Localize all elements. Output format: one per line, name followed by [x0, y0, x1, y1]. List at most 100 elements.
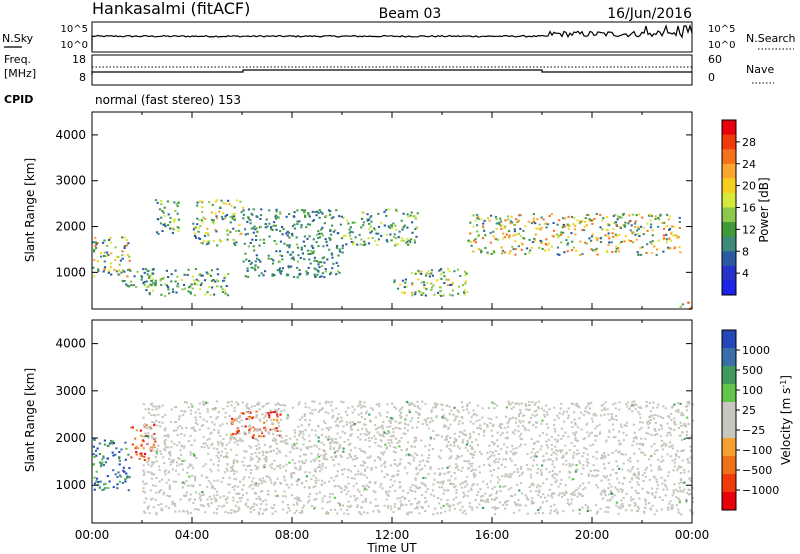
heatmap-cell: [599, 226, 602, 229]
heatmap-cell: [394, 420, 397, 423]
heatmap-cell: [466, 441, 469, 444]
heatmap-cell: [427, 457, 430, 460]
heatmap-cell: [517, 425, 520, 428]
heatmap-cell: [574, 233, 577, 236]
heatmap-cell: [230, 436, 233, 439]
heatmap-cell: [398, 445, 401, 448]
heatmap-cell: [148, 293, 151, 296]
heatmap-cell: [551, 460, 554, 463]
heatmap-cell: [523, 414, 526, 417]
heatmap-cell: [368, 481, 371, 484]
heatmap-cell: [417, 290, 420, 292]
heatmap-cell: [301, 511, 304, 514]
heatmap-cell: [168, 292, 171, 295]
heatmap-cell: [418, 464, 421, 467]
heatmap-cell: [404, 432, 407, 435]
heatmap-cell: [171, 500, 174, 503]
heatmap-cell: [487, 458, 490, 461]
heatmap-cell: [444, 510, 447, 513]
heatmap-cell: [167, 276, 170, 278]
heatmap-cell: [430, 286, 434, 289]
heatmap-cell: [341, 504, 344, 507]
heatmap-cell: [314, 275, 317, 278]
heatmap-cell: [389, 233, 392, 236]
heatmap-cell: [616, 488, 619, 491]
heatmap-cell: [570, 464, 573, 467]
heatmap-cell: [442, 417, 445, 420]
heatmap-cell: [295, 243, 299, 246]
heatmap-cell: [300, 226, 303, 229]
heatmap-cell: [227, 229, 230, 232]
heatmap-cell: [118, 459, 121, 462]
heatmap-cell: [203, 279, 207, 282]
heatmap-cell: [204, 442, 207, 445]
heatmap-cell: [193, 283, 196, 285]
heatmap-cell: [304, 402, 307, 405]
heatmap-cell: [431, 489, 435, 492]
heatmap-cell: [118, 263, 121, 266]
heatmap-cell: [514, 240, 517, 243]
heatmap-cell: [640, 443, 643, 446]
heatmap-cell: [152, 449, 155, 452]
heatmap-cell: [482, 226, 485, 229]
heatmap-cell: [310, 478, 313, 481]
heatmap-cell: [101, 461, 104, 464]
heatmap-cell: [327, 435, 331, 438]
heatmap-cell: [320, 467, 323, 470]
heatmap-cell: [517, 430, 520, 433]
heatmap-cell: [254, 269, 257, 272]
heatmap-cell: [526, 453, 529, 455]
heatmap-cell: [616, 477, 619, 480]
colorbar-swatch: [722, 251, 736, 267]
heatmap-cell: [669, 239, 672, 242]
heatmap-cell: [503, 443, 506, 446]
heatmap-cell: [208, 495, 211, 498]
heatmap-cell: [420, 281, 423, 284]
heatmap-cell: [581, 253, 584, 256]
heatmap-cell: [486, 498, 489, 501]
heatmap-cell: [186, 471, 189, 474]
heatmap-cell: [280, 270, 283, 273]
heatmap-cell: [254, 452, 257, 454]
heatmap-cell: [459, 501, 462, 504]
power-data-layer: [92, 199, 693, 310]
heatmap-cell: [478, 450, 482, 453]
heatmap-cell: [587, 435, 590, 438]
heatmap-cell: [617, 250, 620, 253]
heatmap-cell: [610, 241, 613, 244]
heatmap-cell: [467, 411, 470, 414]
heatmap-cell: [662, 250, 665, 253]
heatmap-cell: [602, 217, 605, 220]
heatmap-cell: [151, 421, 154, 423]
heatmap-cell: [275, 411, 279, 414]
heatmap-cell: [322, 245, 325, 248]
heatmap-cell: [445, 445, 448, 448]
heatmap-cell: [608, 431, 611, 433]
heatmap-cell: [125, 283, 128, 286]
heatmap-cell: [235, 401, 238, 404]
heatmap-cell: [290, 257, 293, 260]
heatmap-cell: [276, 465, 279, 468]
heatmap-cell: [514, 223, 517, 226]
heatmap-cell: [368, 445, 371, 448]
heatmap-cell: [614, 435, 617, 438]
heatmap-cell: [225, 455, 228, 458]
heatmap-cell: [212, 239, 215, 242]
heatmap-cell: [349, 442, 352, 445]
heatmap-cell: [546, 446, 550, 449]
heatmap-cell: [130, 426, 133, 429]
heatmap-cell: [657, 414, 660, 417]
heatmap-cell: [490, 429, 493, 432]
heatmap-cell: [424, 510, 427, 512]
heatmap-cell: [312, 238, 315, 241]
heatmap-cell: [601, 228, 604, 231]
heatmap-cell: [306, 272, 309, 275]
heatmap-cell: [370, 468, 373, 471]
heatmap-cell: [443, 282, 446, 284]
heatmap-cell: [588, 412, 591, 415]
heatmap-cell: [197, 508, 200, 511]
heatmap-cell: [460, 454, 463, 457]
heatmap-cell: [370, 220, 373, 223]
heatmap-cell: [472, 422, 475, 425]
heatmap-cell: [335, 455, 338, 457]
